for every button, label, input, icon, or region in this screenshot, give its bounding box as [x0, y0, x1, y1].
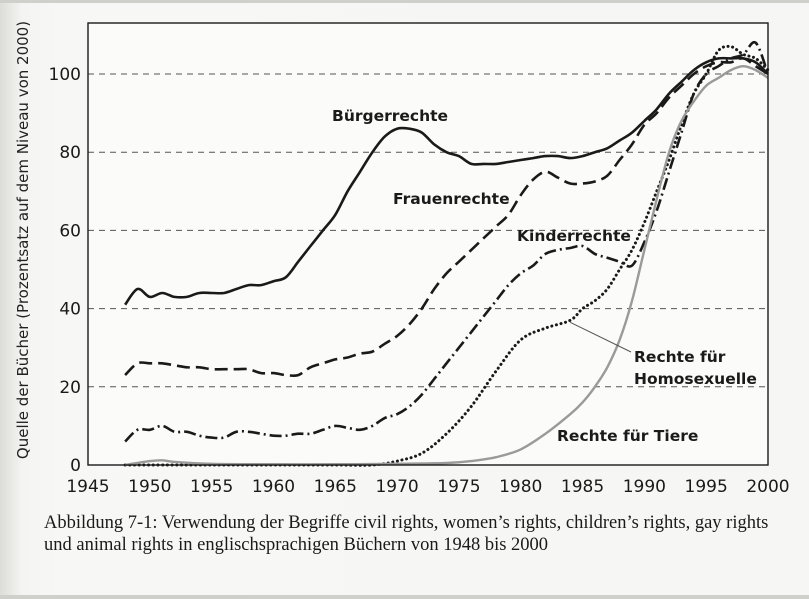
- x-tick-label: 1995: [685, 477, 728, 497]
- series-label: Rechte für: [634, 348, 726, 366]
- series-line-1: [124, 57, 769, 378]
- y-tick-label: 60: [59, 221, 81, 241]
- x-tick-label: 1955: [190, 477, 233, 497]
- y-tick-label: 80: [59, 143, 81, 163]
- x-tick-label: 1975: [437, 477, 480, 497]
- series-line-4: [124, 65, 769, 467]
- x-tick-label: 1980: [499, 477, 542, 497]
- x-tick-label: 1990: [623, 477, 666, 497]
- x-tick-label: 1985: [561, 477, 604, 497]
- plot-area: [88, 23, 768, 465]
- x-tick-label: 1960: [252, 477, 295, 497]
- y-tick-label: 0: [70, 456, 81, 476]
- series-line-0: [124, 56, 769, 306]
- series-label: Homosexuelle: [634, 370, 757, 388]
- y-tick-label: 100: [49, 65, 81, 85]
- x-tick-label: 1950: [128, 477, 171, 497]
- series-label: Rechte für Tiere: [557, 427, 698, 445]
- page-edge-top: [0, 0, 809, 3]
- figure-caption: Abbildung 7-1: Verwendung der Begriffe c…: [44, 513, 769, 555]
- page-edge-bottom: [0, 595, 809, 599]
- x-tick-label: 2000: [746, 477, 789, 497]
- y-axis-label: Quelle der Bücher (Prozentsatz auf dem N…: [14, 20, 32, 460]
- series-label: Bürgerrechte: [332, 107, 448, 125]
- y-tick-label: 20: [59, 378, 81, 398]
- x-tick-label: 1965: [314, 477, 357, 497]
- label-leader-line: [569, 321, 632, 353]
- plot-frame: [87, 22, 769, 466]
- series-line-2: [124, 40, 770, 443]
- x-tick-label: 1945: [66, 477, 109, 497]
- series-label: Frauenrechte: [393, 190, 510, 208]
- y-tick-label: 40: [59, 300, 81, 320]
- x-tick-label: 1970: [375, 477, 418, 497]
- series-label: Kinderrechte: [517, 227, 631, 245]
